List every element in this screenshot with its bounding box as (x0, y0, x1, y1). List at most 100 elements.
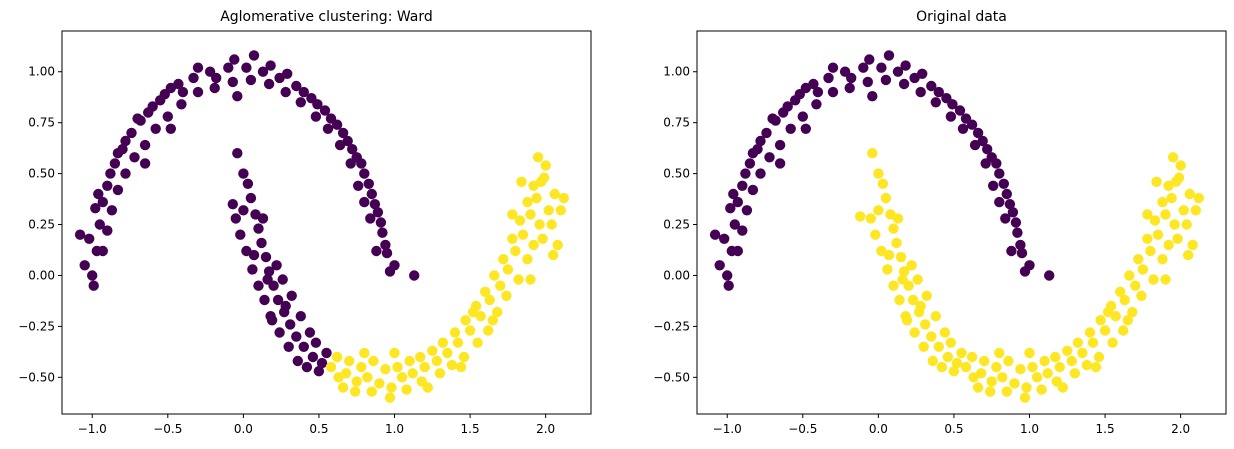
scatter-point (1095, 315, 1106, 326)
scatter-point (365, 213, 376, 224)
scatter-point (737, 225, 748, 236)
scatter-point (543, 205, 554, 216)
scatter-point (371, 245, 382, 257)
scatter-point (446, 359, 458, 371)
scatter-point (1127, 306, 1138, 318)
scatter-point (304, 327, 316, 338)
scatter-point (888, 280, 899, 291)
scatter-point (401, 384, 412, 395)
scatter-point (84, 233, 95, 244)
scatter-point (362, 372, 373, 383)
scatter-point (467, 306, 479, 318)
scatter-point (915, 300, 926, 312)
scatter-point (918, 341, 929, 352)
scatter-point (540, 160, 551, 171)
scatter-point (732, 245, 743, 257)
scatter-point (823, 72, 834, 84)
x-tick-label: 2.0 (1171, 422, 1190, 436)
scatter-point (241, 245, 252, 257)
scatter-point (880, 192, 892, 204)
scatter-point (880, 74, 892, 86)
scatter-point (242, 178, 254, 189)
scatter-point (211, 72, 222, 84)
scatter-point (232, 91, 243, 102)
scatter-point (1107, 337, 1118, 348)
scatter-point (1039, 355, 1050, 367)
y-tick-label: −0.50 (18, 370, 55, 384)
scatter-point (94, 219, 106, 230)
scatter-point (291, 331, 302, 342)
scatter-point (369, 199, 381, 210)
scatter-point (1152, 229, 1164, 240)
scatter-point (1010, 217, 1022, 228)
scatter-point (870, 229, 881, 240)
scatter-point (895, 251, 907, 263)
scatter-point (982, 144, 993, 155)
scatter-point (747, 184, 759, 196)
scatter-point (1149, 215, 1161, 226)
scatter-point (882, 264, 893, 275)
scatter-point (1093, 351, 1105, 363)
scatter-point (933, 86, 944, 98)
scatter-point (298, 86, 309, 98)
y-tick-label: 0.25 (28, 218, 55, 232)
scatter-point (312, 99, 323, 110)
scatter-point (337, 382, 349, 393)
scatter-point (1151, 176, 1162, 187)
y-tick-label: 0.00 (28, 268, 55, 282)
scatter-point (368, 355, 379, 367)
scatter-point (227, 76, 238, 88)
scatter-point (1130, 280, 1141, 291)
scatter-point (1044, 270, 1055, 281)
scatter-point (755, 168, 766, 179)
scatter-point (1163, 180, 1174, 191)
scatter-point (248, 249, 260, 261)
scatter-point (295, 97, 306, 108)
scatter-point (407, 368, 418, 379)
scatter-point (1160, 274, 1171, 285)
scatter-point (1036, 384, 1047, 395)
scatter-point (1027, 361, 1038, 373)
scatter-point (956, 347, 967, 359)
x-tick-label: 1.0 (385, 422, 404, 436)
scatter-point (522, 254, 533, 265)
scatter-point (532, 152, 544, 163)
scatter-point (1193, 192, 1205, 204)
scatter-point (892, 213, 904, 224)
scatter-point (1115, 286, 1126, 297)
scatter-point (274, 327, 285, 338)
scatter-point (188, 72, 199, 84)
scatter-point (319, 105, 331, 116)
scatter-point (1090, 361, 1102, 373)
scatter-point (455, 361, 467, 373)
scatter-point (331, 351, 343, 363)
y-tick-label: 0.75 (663, 116, 690, 130)
scatter-point (363, 178, 374, 189)
scatter-point (375, 217, 387, 228)
scatter-point (977, 135, 988, 147)
scatter-point (321, 347, 332, 359)
scatter-point (709, 229, 721, 240)
y-tick-label: −0.25 (653, 319, 690, 333)
scatter-point (800, 82, 811, 94)
scatter-point (888, 223, 899, 234)
scatter-point (325, 113, 337, 124)
scatter-point (74, 229, 86, 240)
scatter-point (359, 168, 370, 179)
scatter-point (150, 123, 161, 134)
scatter-point (340, 368, 352, 379)
scatter-point (897, 274, 908, 285)
scatter-point (381, 247, 393, 259)
scatter-point (88, 280, 99, 291)
scatter-point (1137, 264, 1149, 275)
scatter-point (285, 319, 296, 330)
scatter-point (449, 327, 461, 338)
scatter-point (458, 351, 470, 363)
scatter-point (102, 180, 113, 191)
scatter-point (1173, 172, 1185, 183)
scatter-point (988, 180, 999, 191)
scatter-point (109, 158, 121, 169)
scatter-point (985, 386, 996, 397)
scatter-point (120, 168, 131, 179)
